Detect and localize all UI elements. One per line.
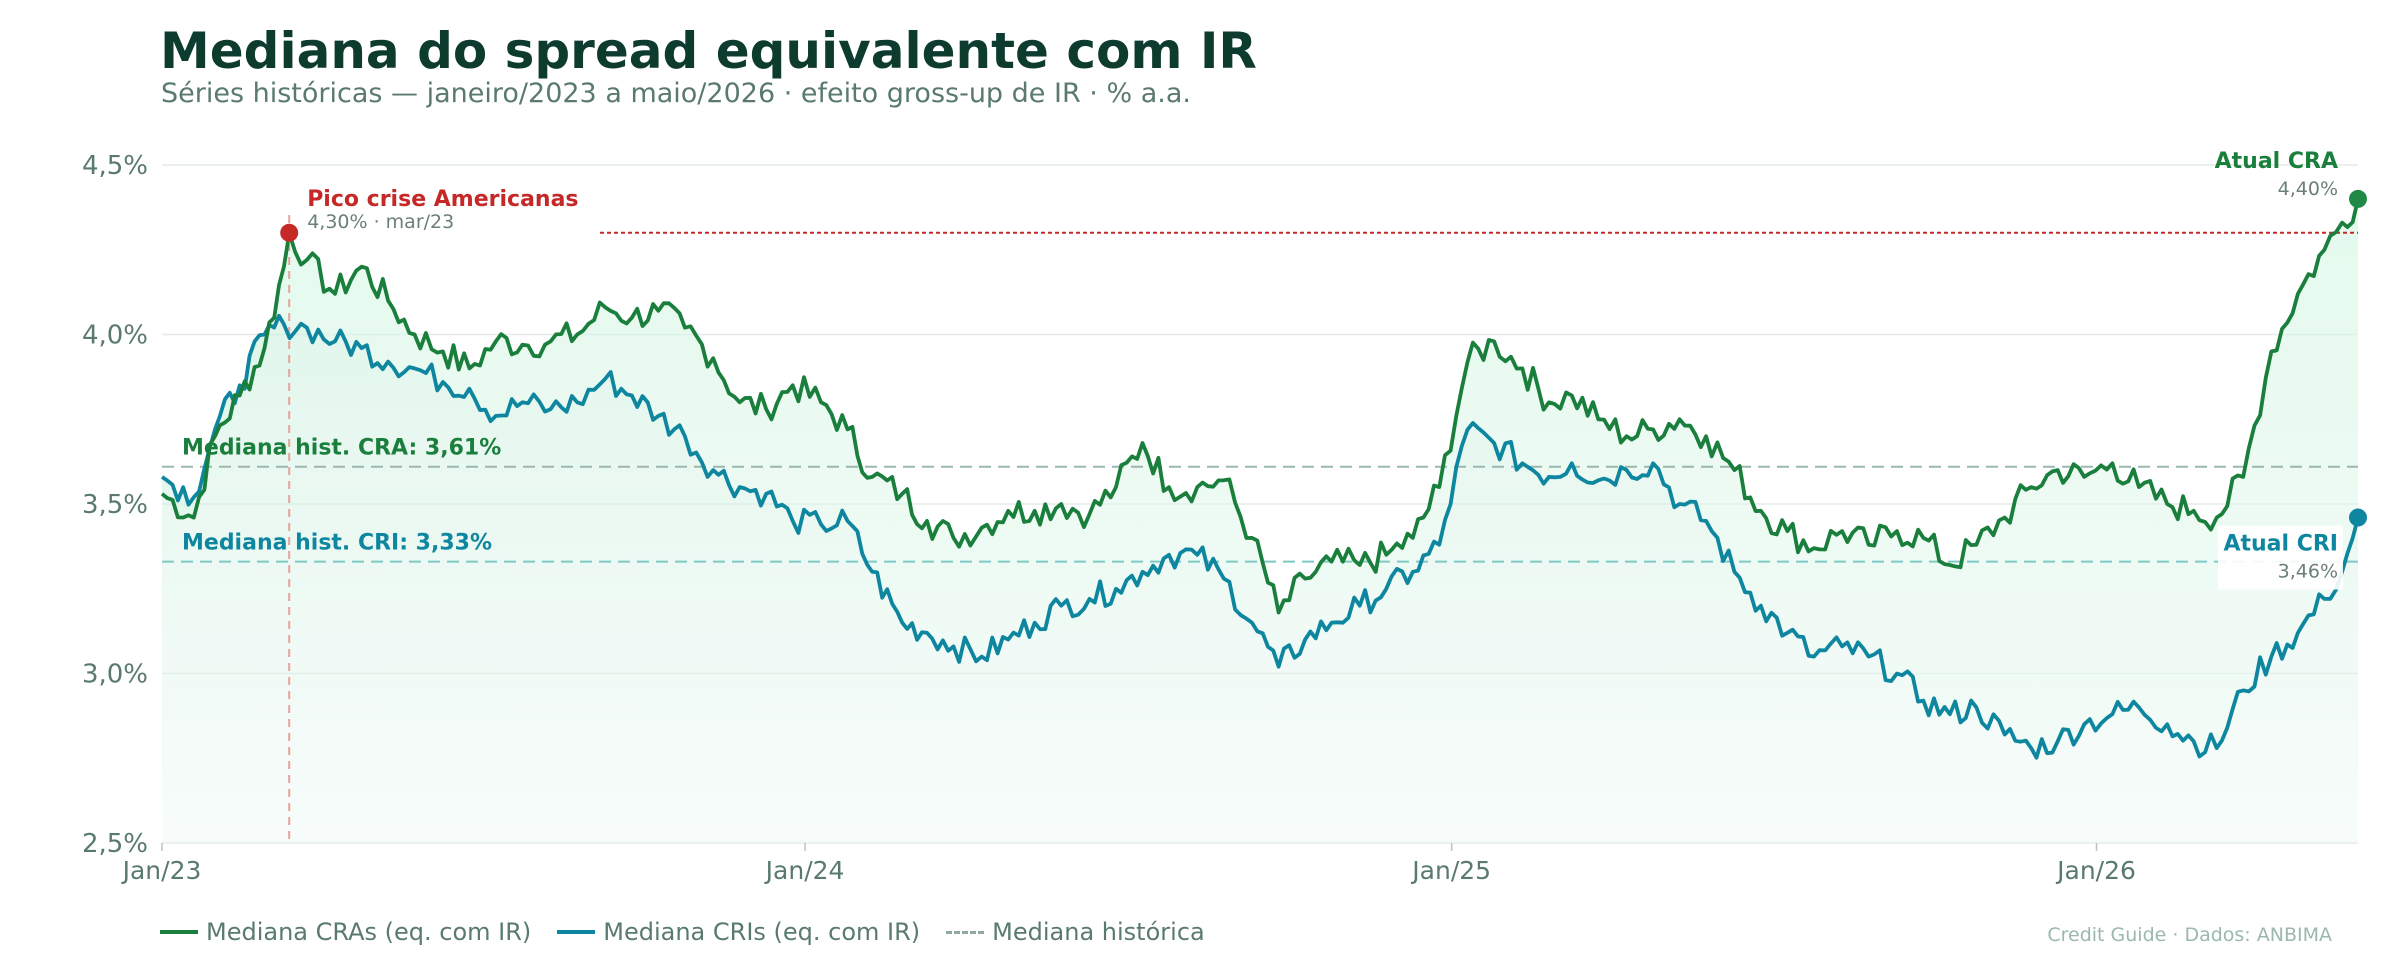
reference-label-cra: Mediana hist. CRA: 3,61% — [182, 436, 501, 461]
y-tick-label: 4,5% — [82, 151, 148, 181]
reference-lines-layer — [162, 215, 2358, 843]
legend: Mediana CRAs (eq. com IR) Mediana CRIs (… — [160, 918, 1231, 946]
peak-label-bg — [303, 184, 590, 241]
current-cra-title: Atual CRA — [2215, 149, 2338, 174]
peak-marker — [280, 223, 299, 242]
x-tick-label: Jan/23 — [121, 856, 202, 885]
peak-label-detail: 4,30% · mar/23 — [307, 211, 454, 233]
current-cri-value: 3,46% — [2278, 561, 2338, 583]
y-tick-label: 2,5% — [82, 829, 148, 859]
annotations-layer: Mediana hist. CRA: 3,61% Mediana hist. CR… — [182, 149, 2367, 590]
series-lines-layer — [160, 198, 2360, 760]
legend-item-cri: Mediana CRIs (eq. com IR) — [557, 918, 920, 946]
chart-title: Mediana do spread equivalente com IR — [160, 22, 1257, 80]
source-credit: Credit Guide · Dados: ANBIMA — [2047, 924, 2332, 946]
chart-subtitle: Séries históricas — janeiro/2023 a maio/… — [161, 78, 1191, 109]
peak-label-title: Pico crise Americanas — [307, 187, 578, 212]
area-fill-cri — [162, 315, 2358, 843]
x-tick-label: Jan/26 — [2055, 856, 2136, 885]
current-cri-title: Atual CRI — [2223, 532, 2338, 557]
x-tick-label: Jan/24 — [764, 856, 845, 885]
legend-swatch-cra — [160, 930, 198, 934]
y-tick-label: 3,5% — [82, 490, 148, 520]
legend-swatch-cri — [557, 930, 596, 934]
legend-item-cra: Mediana CRAs (eq. com IR) — [160, 918, 531, 946]
x-tick-label: Jan/25 — [1410, 856, 1491, 885]
area-fill-layer — [162, 198, 2358, 843]
y-tick-label: 4,0% — [82, 321, 148, 351]
axis-labels-layer: 2,5% 3,0% 3,5% 4,0% 4,5% Jan/23 Jan/24 Jan/25 Ja… — [82, 151, 2136, 885]
series-line-cri — [160, 313, 2360, 760]
legend-swatch-historical — [946, 930, 985, 934]
legend-label-historical: Mediana histórica — [992, 918, 1205, 946]
current-cri-label-bg — [2218, 525, 2343, 590]
reference-label-cri: Mediana hist. CRI: 3,33% — [182, 531, 492, 556]
legend-item-historical: Mediana histórica — [946, 918, 1205, 946]
y-tick-label: 3,0% — [82, 660, 148, 690]
current-cra-marker — [2349, 189, 2367, 208]
legend-label-cri: Mediana CRIs (eq. com IR) — [603, 918, 921, 946]
current-cri-marker — [2349, 508, 2367, 527]
area-fill-band — [162, 198, 2358, 758]
current-cra-value: 4,40% — [2278, 178, 2338, 200]
series-line-cra — [160, 198, 2360, 615]
legend-label-cra: Mediana CRAs (eq. com IR) — [206, 918, 532, 946]
